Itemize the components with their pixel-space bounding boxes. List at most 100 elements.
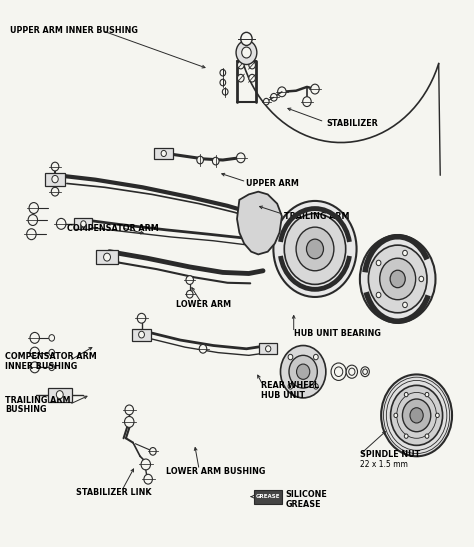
FancyBboxPatch shape xyxy=(259,344,277,354)
Text: GREASE: GREASE xyxy=(285,500,321,509)
Circle shape xyxy=(249,74,255,82)
Circle shape xyxy=(49,364,55,371)
Circle shape xyxy=(425,434,429,438)
Circle shape xyxy=(237,153,245,163)
Text: HUB UNIT BEARING: HUB UNIT BEARING xyxy=(294,329,381,338)
Circle shape xyxy=(335,367,343,376)
Circle shape xyxy=(404,392,408,397)
Circle shape xyxy=(410,408,423,423)
Circle shape xyxy=(394,413,398,417)
Text: INNER BUSHING: INNER BUSHING xyxy=(5,362,78,371)
Text: LOWER ARM BUSHING: LOWER ARM BUSHING xyxy=(166,467,265,475)
Circle shape xyxy=(30,347,39,358)
Circle shape xyxy=(125,416,134,427)
Circle shape xyxy=(313,383,318,389)
Circle shape xyxy=(307,239,323,259)
FancyBboxPatch shape xyxy=(74,218,92,229)
FancyBboxPatch shape xyxy=(48,387,72,401)
Circle shape xyxy=(49,335,55,341)
Circle shape xyxy=(236,40,257,65)
Circle shape xyxy=(265,346,271,352)
Circle shape xyxy=(199,345,207,353)
Circle shape xyxy=(289,356,318,388)
Circle shape xyxy=(264,98,269,105)
Circle shape xyxy=(380,258,416,300)
Circle shape xyxy=(368,245,427,313)
Text: BUSHING: BUSHING xyxy=(5,405,47,415)
Circle shape xyxy=(303,97,311,107)
Circle shape xyxy=(56,218,66,229)
Text: SILICONE: SILICONE xyxy=(285,490,327,499)
Text: SPINDLE NUT: SPINDLE NUT xyxy=(360,450,420,459)
Circle shape xyxy=(197,156,203,164)
Circle shape xyxy=(331,363,346,381)
Circle shape xyxy=(237,61,244,69)
Circle shape xyxy=(288,354,293,360)
Circle shape xyxy=(281,346,326,398)
Circle shape xyxy=(419,276,424,282)
Circle shape xyxy=(402,251,407,256)
Text: UPPER ARM INNER BUSHING: UPPER ARM INNER BUSHING xyxy=(10,26,138,35)
FancyBboxPatch shape xyxy=(45,172,65,185)
Circle shape xyxy=(52,176,58,183)
Circle shape xyxy=(144,474,153,484)
Circle shape xyxy=(222,89,228,95)
Circle shape xyxy=(49,350,55,356)
Text: REAR WHEEL: REAR WHEEL xyxy=(261,381,319,390)
Circle shape xyxy=(376,292,381,298)
Circle shape xyxy=(273,201,356,297)
Text: TRAILING ARM: TRAILING ARM xyxy=(284,212,350,220)
FancyBboxPatch shape xyxy=(132,329,151,341)
Circle shape xyxy=(404,434,408,438)
Circle shape xyxy=(376,260,381,266)
Circle shape xyxy=(332,229,337,236)
Circle shape xyxy=(30,333,39,344)
Text: COMPENSATOR ARM: COMPENSATOR ARM xyxy=(67,224,159,233)
Circle shape xyxy=(27,229,36,240)
Circle shape xyxy=(390,270,405,288)
Text: COMPENSATOR ARM: COMPENSATOR ARM xyxy=(5,352,97,361)
Circle shape xyxy=(402,302,407,307)
Circle shape xyxy=(51,162,59,171)
Circle shape xyxy=(402,399,431,432)
Circle shape xyxy=(361,367,369,377)
Circle shape xyxy=(137,313,146,323)
Circle shape xyxy=(56,391,63,399)
Text: GREASE: GREASE xyxy=(256,494,281,499)
Text: LOWER ARM: LOWER ARM xyxy=(175,300,231,309)
Circle shape xyxy=(311,84,319,94)
Circle shape xyxy=(349,368,355,375)
Circle shape xyxy=(29,202,38,213)
Circle shape xyxy=(220,69,226,76)
Circle shape xyxy=(249,61,255,69)
Text: STABILIZER: STABILIZER xyxy=(327,119,379,128)
Circle shape xyxy=(104,253,110,261)
Circle shape xyxy=(186,276,193,284)
FancyBboxPatch shape xyxy=(96,250,118,264)
Circle shape xyxy=(220,79,226,86)
Circle shape xyxy=(436,413,439,417)
Text: STABILIZER LINK: STABILIZER LINK xyxy=(76,488,152,497)
FancyBboxPatch shape xyxy=(255,490,282,504)
Circle shape xyxy=(241,32,252,45)
Circle shape xyxy=(212,158,219,165)
Circle shape xyxy=(346,365,357,379)
Circle shape xyxy=(51,187,59,196)
Circle shape xyxy=(271,94,277,101)
Circle shape xyxy=(288,246,293,252)
Circle shape xyxy=(237,74,244,82)
Circle shape xyxy=(381,375,452,456)
Circle shape xyxy=(186,290,193,298)
Circle shape xyxy=(288,383,293,389)
Circle shape xyxy=(141,459,151,470)
Circle shape xyxy=(297,364,310,380)
Circle shape xyxy=(313,354,318,360)
Circle shape xyxy=(296,227,334,271)
Circle shape xyxy=(425,392,429,397)
Text: TRAILING ARM: TRAILING ARM xyxy=(5,395,71,405)
Circle shape xyxy=(360,235,436,323)
Circle shape xyxy=(81,221,86,227)
Circle shape xyxy=(305,272,310,279)
Polygon shape xyxy=(237,191,282,254)
Text: HUB UNIT: HUB UNIT xyxy=(261,391,305,400)
